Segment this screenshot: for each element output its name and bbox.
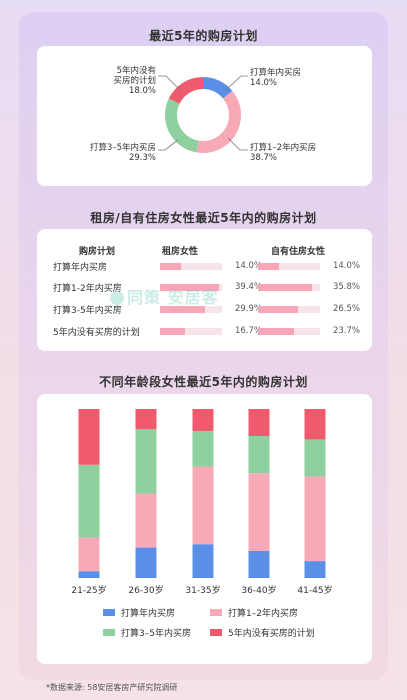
donut-label: 5年内没有 买房的计划 18.0% [66, 66, 156, 96]
donut-label-text: 打算3–5年内买房 [89, 143, 156, 153]
table-bar-value: 26.5% [332, 304, 360, 314]
table-bar-value: 29.9% [234, 304, 262, 314]
donut-value-label: 14.0% [250, 78, 278, 88]
stacked-bar-segment [304, 439, 326, 477]
donut-slice [165, 77, 241, 153]
table-bar [160, 328, 186, 335]
table-bar [258, 328, 294, 335]
stacked-bar-segment [78, 571, 100, 578]
table-bar-track [258, 263, 320, 270]
legend-swatch [103, 629, 115, 636]
table-bar-value: 14.0% [332, 261, 360, 271]
table-bar-track [160, 328, 222, 335]
stacked-bar-segment [304, 409, 326, 440]
donut-label-text: 买房的计划 [113, 76, 156, 86]
stacked-bar-segment [192, 544, 214, 578]
table-bar [160, 306, 205, 313]
table-row-label: 打算年内买房 [53, 263, 108, 273]
table-bar-value: 14.0% [234, 261, 262, 271]
stacked-bar-segment [135, 409, 157, 430]
table-bar-track [258, 328, 320, 335]
stacked-bar-segment [304, 476, 326, 562]
stacked-bar-segment [135, 429, 157, 494]
stacked-bar-segment [192, 409, 214, 431]
donut-leader-line [227, 137, 248, 151]
stacked-bar-segment [78, 537, 100, 572]
donut-value-label: 38.7% [250, 153, 278, 163]
legend-swatch [210, 629, 222, 636]
legend-label: 打算3–5年内买房 [121, 629, 191, 639]
legend-label: 打算年内买房 [121, 609, 176, 619]
table-bar-track [160, 263, 222, 270]
donut-label: 打算年内买房 14.0% [250, 68, 301, 88]
stacked-bar-segment [192, 430, 214, 467]
donut-label-text: 5年内没有 [116, 66, 156, 76]
donut-label-text: 打算年内买房 [250, 68, 302, 78]
x-tick-label: 41-45岁 [297, 586, 333, 596]
col-head-rent: 租房女性 [162, 247, 199, 257]
stacked-bar-segment [135, 493, 157, 548]
table-bar [160, 284, 220, 291]
legend-item: 5年内没有买房的计划 [210, 626, 315, 639]
section1-title: 最近5年的购房计划 [149, 29, 258, 43]
table-bar-value: 35.8% [332, 282, 360, 292]
x-tick-label: 21-25岁 [71, 586, 107, 596]
donut-label: 打算1–2年内买房 38.7% [250, 143, 316, 163]
donut-leader-line [158, 139, 179, 151]
section2-title: 租房/自有住房女性最近5年内的购房计划 [90, 211, 317, 225]
stacked-bar-segment [78, 409, 100, 465]
table-bar-value: 23.7% [332, 326, 360, 336]
table-bar [258, 263, 279, 270]
legend-item: 打算1–2年内买房 [210, 606, 298, 619]
table-bar [258, 284, 312, 291]
table-bar-track [258, 306, 320, 313]
donut-card [37, 46, 372, 186]
legend-swatch [103, 609, 115, 616]
stacked-bar-segment [248, 550, 270, 578]
table-bar-value: 39.4% [234, 282, 262, 292]
watermark-logo-icon [110, 291, 124, 305]
donut-label-text: 打算1–2年内买房 [250, 143, 317, 153]
table-bar-track [160, 306, 222, 313]
stacked-bar-segment [78, 464, 100, 538]
donut-leader-line [158, 75, 181, 91]
col-head-own: 自有住房女性 [271, 247, 326, 257]
table-bar-track [160, 284, 222, 291]
donut-slice [165, 77, 241, 153]
x-tick-label: 31-35岁 [185, 586, 221, 596]
x-tick-label: 26-30岁 [128, 586, 164, 596]
donut-leader-line [225, 75, 248, 91]
watermark: 同策 安居客 [110, 284, 219, 308]
table-bar [258, 306, 298, 313]
donut-value-label: 18.0% [128, 86, 156, 96]
stacked-bar-segment [304, 561, 326, 578]
watermark-text: 同策 安居客 [127, 288, 219, 307]
stacked-bar-segment [135, 547, 157, 578]
donut-label: 打算3–5年内买房 29.3% [66, 143, 156, 163]
legend-item: 打算3–5年内买房 [103, 626, 191, 639]
stacked-bar-segment [192, 466, 214, 545]
table-row-label: 5年内没有买房的计划 [53, 328, 140, 338]
stacked-bar-segment [248, 409, 270, 437]
stacked-bar-segment [248, 436, 270, 474]
table-row-label: 打算3-5年内买房 [53, 306, 122, 316]
stacked-bar-segment [248, 473, 270, 551]
legend-item: 打算年内买房 [103, 606, 175, 619]
footnote: *数据来源: 58安居客房产研究院调研 [46, 683, 178, 692]
table-bar [160, 263, 181, 270]
col-head-plan: 购房计划 [79, 247, 116, 257]
donut-chart [158, 75, 248, 153]
table-bar-value: 16.7% [234, 326, 262, 336]
table-bar-track [258, 284, 320, 291]
table-row-label: 打算1-2年内买房 [53, 284, 122, 294]
legend-label: 打算1–2年内买房 [228, 609, 298, 619]
legend-swatch [210, 609, 222, 616]
donut-slice [165, 77, 241, 153]
x-tick-label: 36-40岁 [241, 586, 277, 596]
section3-title: 不同年龄段女性最近5年内的购房计划 [99, 375, 308, 389]
legend-label: 5年内没有买房的计划 [228, 629, 315, 639]
donut-value-label: 29.3% [128, 153, 156, 163]
